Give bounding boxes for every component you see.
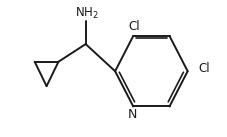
Text: Cl: Cl (128, 20, 140, 33)
Text: NH$_2$: NH$_2$ (75, 6, 98, 21)
Text: Cl: Cl (198, 62, 210, 75)
Text: N: N (127, 108, 136, 121)
